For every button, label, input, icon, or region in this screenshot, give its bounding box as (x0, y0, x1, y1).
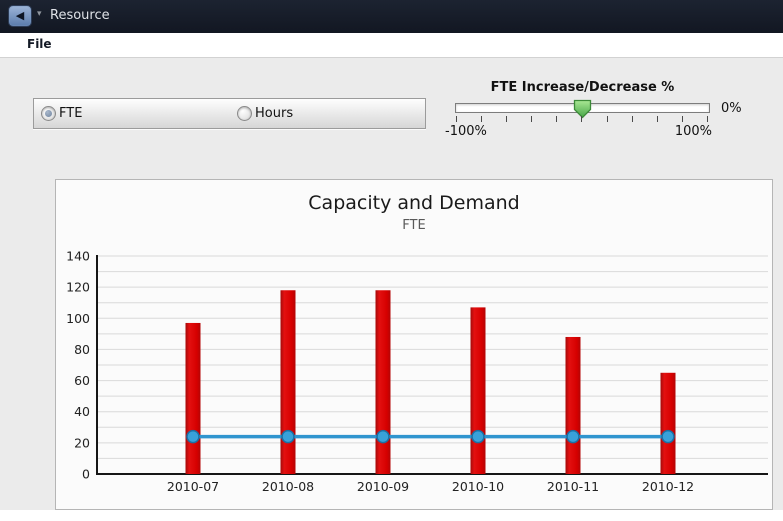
y-tick-label: 0 (82, 467, 90, 482)
back-arrow-icon: ◀ (16, 9, 24, 22)
capacity-marker (377, 431, 389, 443)
capacity-marker (662, 431, 674, 443)
back-button[interactable]: ◀ (8, 5, 32, 27)
x-tick-label: 2010-10 (452, 479, 504, 494)
y-tick-label: 120 (66, 280, 90, 295)
chart-subtitle: FTE (56, 218, 772, 233)
radio-fte[interactable]: FTE (41, 99, 82, 128)
chart-panel: 0 20 40 60 80 100 120 140 2010-07 2010-08 2010-09 2… (55, 179, 773, 510)
radio-button-icon (237, 106, 252, 121)
x-tick-label: 2010-07 (167, 479, 219, 494)
window-title: Resource (50, 8, 110, 23)
slider-max-label: 100% (675, 124, 712, 139)
demand-bar (661, 373, 676, 474)
content-area: FTE Hours FTE Increase/Decrease % 0% -10… (0, 58, 783, 521)
slider-min-label: -100% (445, 124, 487, 139)
demand-bar (186, 323, 201, 474)
slider-value-label: 0% (721, 101, 742, 116)
capacity-marker (472, 431, 484, 443)
demand-bar (566, 337, 581, 474)
slider-title: FTE Increase/Decrease % (415, 80, 750, 95)
titlebar: ◀ ▾ Resource (0, 0, 783, 33)
demand-bar (281, 290, 296, 474)
y-tick-label: 80 (74, 342, 90, 357)
y-tick-label: 140 (66, 249, 90, 264)
radio-fte-label: FTE (59, 106, 82, 121)
bottom-strip (0, 510, 783, 521)
x-tick-label: 2010-11 (547, 479, 599, 494)
y-tick-label: 20 (74, 435, 90, 450)
chart-title: Capacity and Demand (56, 192, 772, 214)
demand-bar (471, 307, 486, 474)
x-tick-label: 2010-08 (262, 479, 314, 494)
capacity-marker (567, 431, 579, 443)
y-tick-label: 60 (74, 373, 90, 388)
capacity-marker (282, 431, 294, 443)
radio-button-icon (41, 106, 56, 121)
x-tick-label: 2010-12 (642, 479, 694, 494)
unit-toggle-panel: FTE Hours (33, 98, 426, 129)
menu-item-file[interactable]: File (27, 37, 52, 51)
y-tick-label: 40 (74, 404, 90, 419)
x-tick-label: 2010-09 (357, 479, 409, 494)
menubar: File (0, 33, 783, 58)
fte-slider: FTE Increase/Decrease % 0% -100% 100% (455, 80, 710, 142)
radio-hours-label: Hours (255, 106, 293, 121)
capacity-marker (187, 431, 199, 443)
demand-bar (376, 290, 391, 474)
y-tick-label: 100 (66, 311, 90, 326)
slider-tick-marks (456, 116, 708, 122)
chevron-down-icon[interactable]: ▾ (37, 9, 42, 19)
radio-hours[interactable]: Hours (237, 99, 293, 128)
